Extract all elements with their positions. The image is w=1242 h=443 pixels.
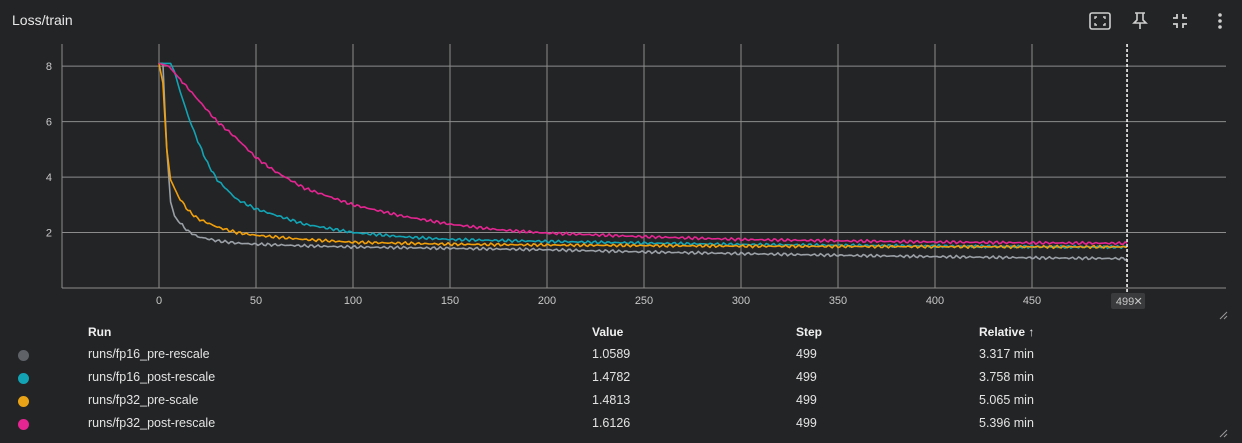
x-tick-label: 400 [926,295,944,307]
table-row[interactable]: runs/fp32_post-rescale 1.6126 499 5.396 … [0,412,1242,435]
header-value[interactable]: Value [592,325,624,339]
x-tick-label: 200 [538,295,556,307]
run-relative: 5.396 min [979,416,1034,430]
series-line-fp16_pre-rescale [159,62,1128,261]
line-chart[interactable]: 0 50 100 150 200 250 300 350 400 450 2 4 6 8 499 ✕ [0,40,1242,318]
table-row[interactable]: runs/fp16_pre-rescale 1.0589 499 3.317 m… [0,343,1242,366]
header-relative[interactable]: Relative ↑ [979,325,1035,339]
close-icon: ✕ [1133,296,1142,308]
runs-table: Run Value Step Relative ↑ runs/fp16_pre-… [0,318,1242,443]
y-tick-label: 4 [46,172,52,184]
run-relative: 5.065 min [979,393,1034,407]
run-color-dot [18,350,29,361]
card-header: Loss/train [0,0,1242,42]
x-tick-label: 100 [344,295,362,307]
run-relative: 3.758 min [979,370,1034,384]
step-cursor-label: 499 [1116,296,1134,308]
run-step: 499 [796,347,817,361]
step-cursor-badge [1111,293,1146,309]
header-step[interactable]: Step [796,325,823,339]
run-name: runs/fp16_pre-rescale [88,347,210,361]
y-tick-label: 8 [46,61,52,73]
run-name: runs/fp32_post-rescale [88,416,216,430]
x-tick-label: 300 [732,295,750,307]
run-relative: 3.317 min [979,347,1034,361]
run-value: 1.4782 [592,370,631,384]
x-tick-label: 150 [441,295,459,307]
y-tick-label: 2 [46,228,52,240]
table-row[interactable]: runs/fp16_post-rescale 1.4782 499 3.758 … [0,366,1242,389]
y-tick-label: 6 [46,117,52,129]
run-value: 1.4813 [592,393,631,407]
x-tick-label: 250 [635,295,653,307]
fit-domain-icon[interactable] [1088,10,1112,32]
x-tick-label: 50 [250,295,262,307]
series-line-fp32_post-rescale [158,62,1128,246]
run-name: runs/fp32_pre-scale [88,393,199,407]
run-name: runs/fp16_post-rescale [88,370,216,384]
run-color-dot [18,396,29,407]
table-resize-handle[interactable] [1218,428,1228,438]
run-color-dot [18,373,29,384]
more-vert-icon[interactable] [1208,10,1232,32]
series-line-fp16_post-rescale [159,62,1128,250]
series-line-fp32_pre-scale [158,63,1128,250]
run-value: 1.0589 [592,347,631,361]
card-title: Loss/train [12,12,73,28]
x-tick-label: 0 [156,295,162,307]
x-tick-label: 350 [829,295,847,307]
run-step: 499 [796,370,817,384]
x-tick-label: 450 [1023,295,1041,307]
table-row[interactable]: runs/fp32_pre-scale 1.4813 499 5.065 min [0,389,1242,412]
run-step: 499 [796,416,817,430]
pin-icon[interactable] [1128,10,1152,32]
chart-resize-handle[interactable] [1218,310,1228,320]
collapse-icon[interactable] [1168,10,1192,32]
run-color-dot [18,419,29,430]
run-value: 1.6126 [592,416,631,430]
run-step: 499 [796,393,817,407]
header-run[interactable]: Run [88,325,112,339]
